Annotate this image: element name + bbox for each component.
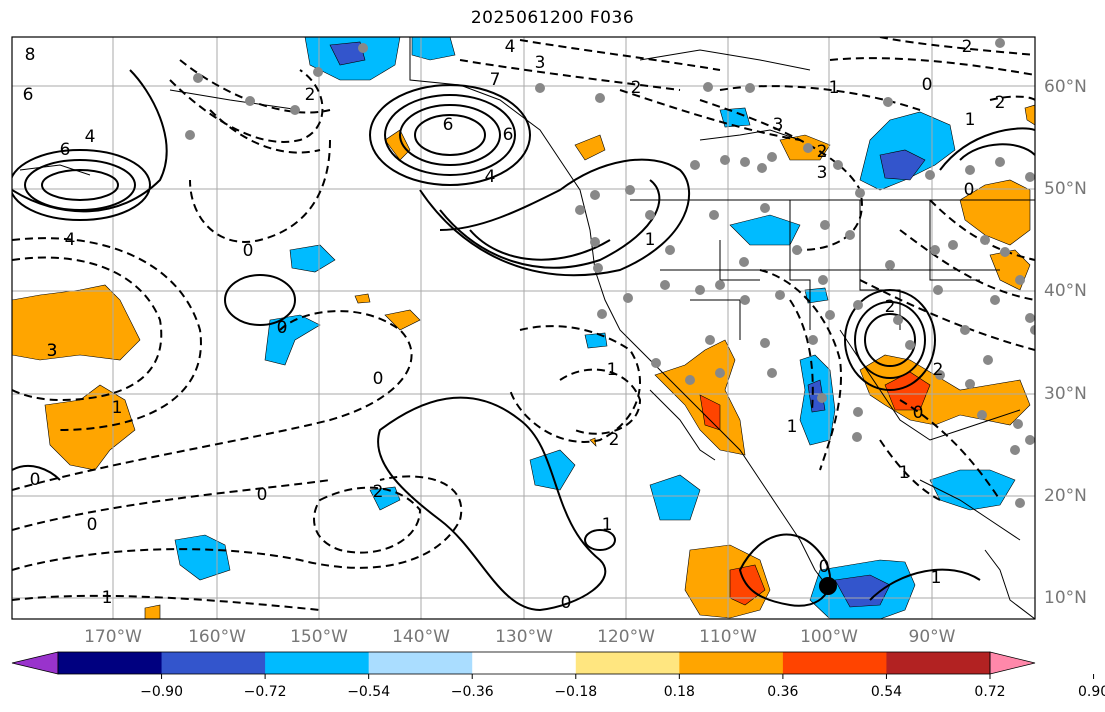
contour-label: 0 <box>819 557 830 577</box>
contour-label: 0 <box>373 369 384 389</box>
positive-anomaly-shading <box>12 104 1035 619</box>
contour-label: 1 <box>645 230 656 250</box>
coastlines <box>19 37 1035 619</box>
latitude-label: 60°N <box>1044 77 1087 97</box>
contour-label: 3 <box>47 341 58 361</box>
colorbar-segment <box>782 652 887 674</box>
colorbar-tick-label: 0.54 <box>870 684 903 700</box>
contour-label: 1 <box>965 110 976 130</box>
contour-label: 6 <box>60 140 71 160</box>
contour-label: 2 <box>817 142 828 162</box>
contour-label: 1 <box>931 568 942 588</box>
latitude-label: 50°N <box>1044 179 1087 199</box>
contour-label: 2 <box>609 430 620 450</box>
positive-contours <box>12 69 1035 612</box>
contour-label: 6 <box>23 85 34 105</box>
colorbar-segment <box>58 652 163 674</box>
contour-label: 3 <box>535 53 546 73</box>
contour-label: 4 <box>65 230 76 250</box>
longitude-label: 140°W <box>392 627 450 647</box>
latitude-label: 30°N <box>1044 384 1087 404</box>
colorbar-tick-label: 0.18 <box>663 684 695 700</box>
contour-label: 1 <box>112 398 123 418</box>
contour-label: 2 <box>305 85 316 105</box>
contour-label: 0 <box>913 403 924 423</box>
colorbar-frame <box>57 651 991 675</box>
contour-labels: 8 6 4 6 4 3 0 2 3 6 4 7 6 4 2 3 2 1 2 0 … <box>23 37 1006 613</box>
contour-label: 0 <box>561 593 572 613</box>
colorbar-segment <box>472 652 577 674</box>
contour-label: 0 <box>277 318 288 338</box>
contour-label: 4 <box>85 127 96 147</box>
map-title: 2025061200 F036 <box>470 8 635 28</box>
contour-label: 1 <box>899 463 910 483</box>
contour-label: 2 <box>885 297 896 317</box>
contour-label: 3 <box>817 163 828 183</box>
colorbar-tick-label: 0.90 <box>1077 684 1105 700</box>
colorbar <box>11 651 1095 679</box>
contour-label: 0 <box>30 470 41 490</box>
contour-label: 1 <box>102 588 113 608</box>
map-frame <box>11 36 1036 620</box>
contour-label: 4 <box>485 167 496 187</box>
colorbar-tick-label: −0.18 <box>554 684 598 700</box>
colorbar-tick-label: −0.54 <box>347 684 391 700</box>
longitude-label: 90°W <box>908 627 956 647</box>
contour-label: 2 <box>995 93 1006 113</box>
contour-label: 3 <box>773 115 784 135</box>
contour-label: 0 <box>964 180 975 200</box>
latitude-label: 20°N <box>1044 486 1087 506</box>
contour-label: 3 <box>47 341 58 361</box>
contour-label: 1 <box>787 417 798 437</box>
longitude-label: 150°W <box>290 627 348 647</box>
contour-label: 1 <box>607 360 618 380</box>
contour-label: 0 <box>922 75 933 95</box>
colorbar-tick-label: 0.72 <box>974 684 1006 700</box>
longitude-label: 120°W <box>597 627 655 647</box>
contour-label: 2 <box>373 482 384 502</box>
colorbar-segment <box>886 652 991 674</box>
colorbar-segment <box>575 652 680 674</box>
contour-label: 4 <box>505 37 516 57</box>
colorbar-max-extend <box>989 651 1036 675</box>
contour-label: 2 <box>933 360 944 380</box>
contour-label: 0 <box>257 485 268 505</box>
longitude-label: 110°W <box>699 627 757 647</box>
contour-label: 8 <box>25 45 36 65</box>
negative-contours <box>12 37 1035 611</box>
contour-label: 2 <box>631 78 642 98</box>
colorbar-tick-label: −0.36 <box>450 684 494 700</box>
latitude-label: 10°N <box>1044 588 1087 608</box>
graticule <box>12 37 1035 619</box>
map-area: 8 6 4 6 4 3 0 2 3 6 4 7 6 4 2 3 2 1 2 0 … <box>12 37 1035 619</box>
contour-label: 0 <box>87 515 98 535</box>
colorbar-segment <box>161 652 266 674</box>
negative-anomaly-shading <box>174 37 1016 619</box>
contour-label: 7 <box>490 70 501 90</box>
contour-label: 6 <box>443 115 454 135</box>
longitude-label: 100°W <box>800 627 858 647</box>
colorbar-min-extend <box>11 651 59 675</box>
longitude-label: 160°W <box>188 627 246 647</box>
contour-label: 0 <box>243 241 254 261</box>
longitude-label: 130°W <box>495 627 553 647</box>
contour-label: 1 <box>602 515 613 535</box>
contour-label: 1 <box>829 78 840 98</box>
colorbar-segment <box>265 652 370 674</box>
latitude-label: 40°N <box>1044 281 1087 301</box>
contour-label: 2 <box>962 37 973 57</box>
colorbar-tick-label: 0.36 <box>767 684 799 700</box>
station-markers <box>185 38 1035 508</box>
contour-label: 6 <box>503 125 514 145</box>
colorbar-segment <box>679 652 784 674</box>
colorbar-segment <box>368 652 473 674</box>
longitude-label: 170°W <box>84 627 142 647</box>
colorbar-tick-label: −0.90 <box>140 684 183 700</box>
highlight-marker <box>819 577 837 595</box>
colorbar-tick-label: −0.72 <box>243 684 287 700</box>
